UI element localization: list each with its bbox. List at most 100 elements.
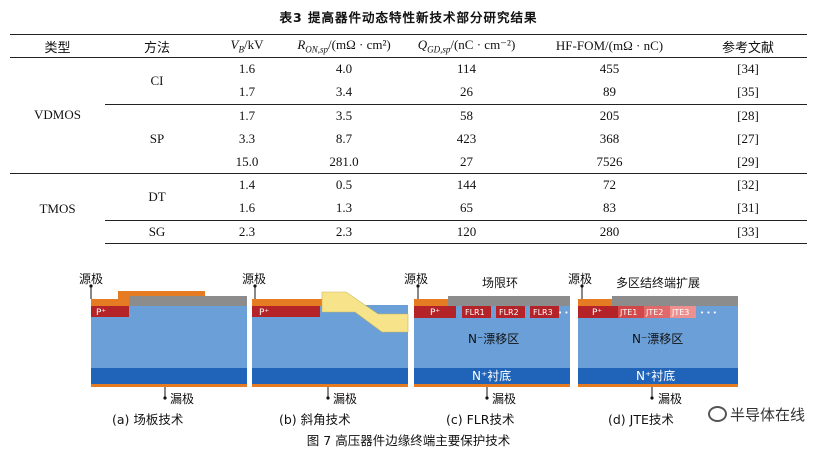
drift-label: N⁻漂移区 [468, 332, 519, 346]
cell-vb: 1.6 [238, 61, 256, 77]
cell-ron: 4.0 [335, 61, 353, 77]
cell-type: TMOS [10, 172, 105, 244]
p-plus-region [91, 306, 129, 317]
drift-label: N⁻漂移区 [632, 332, 683, 346]
flr1-ring [462, 306, 491, 318]
source-terminal-dot [89, 284, 93, 288]
drain-terminal-dot [163, 396, 167, 400]
cell-vb: 1.6 [238, 200, 256, 216]
cell-qgd: 120 [403, 219, 530, 245]
drain-label: 漏极 [170, 392, 194, 406]
bevel-layer [321, 291, 409, 333]
source-metal [252, 299, 322, 306]
panel-bevel: P⁺ 源极 漏极 (b) 斜角技术 [242, 272, 409, 427]
cell-fom: 368 [599, 130, 620, 146]
n-substrate [91, 368, 247, 384]
cell-fom: 7526 [596, 153, 623, 169]
drain-metal [414, 384, 570, 387]
panel-flr: P⁺ FLR1 FLR2 FLR3 • • • 场限环 N⁻漂移区 N⁺衬底 源… [404, 272, 575, 427]
cell-method: SP [105, 103, 209, 174]
drain-metal [578, 384, 738, 387]
source-label: 源极 [404, 272, 428, 286]
jte3-label: JTE3 [671, 308, 689, 317]
field-plate-metal [91, 291, 205, 306]
header-type: 类型 [10, 34, 105, 58]
header-method: 方法 [105, 34, 209, 58]
cell-method: DT [105, 172, 209, 221]
drain-metal [91, 384, 247, 387]
source-terminal-dot [416, 284, 420, 288]
cell-method: CI [150, 72, 164, 88]
cell-ref: [34] [737, 61, 759, 77]
cell-qgd: 144 [403, 172, 530, 197]
jte1-label: JTE1 [619, 308, 637, 317]
cell-qgd: 26 [460, 84, 473, 100]
source-metal [578, 299, 612, 306]
cell-fom: 83 [603, 200, 616, 216]
p-plus-region [414, 306, 456, 318]
source-label: 源极 [242, 272, 266, 286]
cell-fom: 89 [603, 84, 616, 100]
p-plus-label: P⁺ [96, 308, 106, 318]
cell-ron: 1.3 [335, 200, 353, 216]
ellipsis-dots: • • • [558, 309, 575, 317]
table-row: 1.7 3.4 26 89 [35] [10, 81, 807, 104]
jte1-region [618, 306, 644, 318]
cell-ref: [33] [689, 219, 807, 245]
header-qgd: QGD,sp/(nC · cm⁻²) [403, 34, 530, 58]
panel-field-plate: P⁺ 源极 漏极 (a) 场板技术 [79, 272, 247, 427]
n-substrate [578, 368, 738, 384]
table-header-row: 类型 方法 VB/kV RON,sp/(mΩ · cm²) QGD,sp/(nC… [10, 34, 807, 58]
jte3-region [670, 306, 696, 318]
oxide-layer [448, 296, 570, 306]
cell-ron: 281.0 [329, 153, 359, 169]
substrate-label: N⁺衬底 [636, 368, 675, 383]
cell-fom: 205 [530, 103, 689, 128]
p-plus-region [252, 306, 320, 317]
subcaption-d: (d) JTE技术 [608, 412, 674, 427]
table-row: SG 2.3 2.3 120 280 [33] [10, 219, 807, 245]
flr3-ring [530, 306, 559, 318]
termination-figure: P⁺ 源极 漏极 (a) 场板技术 P⁺ 源极 漏极 (b) 斜角技术 [79, 272, 738, 427]
cell-ref: [29] [737, 153, 759, 169]
ellipsis-dots: • • • [700, 309, 717, 317]
table-row: 15.0 281.0 27 7526 [29] [10, 150, 807, 173]
subcaption-b: (b) 斜角技术 [279, 412, 351, 427]
n-substrate [252, 368, 408, 384]
drain-label: 漏极 [658, 392, 682, 406]
cell-ron: 3.4 [335, 84, 353, 100]
cell-qgd: 27 [460, 153, 473, 169]
source-terminal-dot [253, 284, 257, 288]
cell-vb: 2.3 [209, 219, 285, 245]
cell-qgd: 65 [460, 200, 473, 216]
p-plus-region [578, 306, 618, 318]
cell-ref: [32] [689, 172, 807, 197]
cell-fom: 280 [530, 219, 689, 245]
cell-vb: 15.0 [235, 153, 259, 169]
table-row: SP 1.7 3.5 58 205 [28] [10, 103, 807, 174]
jte-title: 多区结终端扩展 [616, 275, 700, 290]
subcaption-c: (c) FLR技术 [446, 412, 515, 427]
results-table: 类型 方法 VB/kV RON,sp/(mΩ · cm²) QGD,sp/(nC… [10, 34, 807, 245]
watermark-text: 半导体在线 [729, 406, 805, 424]
watermark: 半导体在线 [707, 404, 805, 425]
jte2-label: JTE2 [645, 308, 663, 317]
n-substrate [414, 368, 570, 384]
table-row: 1.6 1.3 65 83 [31] [10, 197, 807, 220]
drain-terminal-dot [485, 396, 489, 400]
oxide-layer [612, 296, 738, 306]
wechat-icon [707, 406, 727, 422]
cell-qgd: 58 [403, 103, 530, 128]
cell-vb: 1.7 [238, 84, 256, 100]
panel-jte: P⁺ JTE1 JTE2 JTE3 • • • 多区结终端扩展 N⁻漂移区 N⁺… [568, 272, 738, 427]
cell-ref: [35] [737, 84, 759, 100]
source-metal [414, 299, 448, 306]
drain-terminal-dot [326, 396, 330, 400]
cell-method: SG [105, 219, 209, 245]
cell-vb: 1.4 [209, 172, 285, 197]
cell-ron: 0.5 [285, 172, 403, 197]
table-caption: 表3 提高器件动态特性新技术部分研究结果 [279, 10, 538, 25]
subcaption-a: (a) 场板技术 [112, 412, 184, 427]
drain-terminal-dot [650, 396, 654, 400]
flr2-label: FLR2 [499, 308, 519, 317]
